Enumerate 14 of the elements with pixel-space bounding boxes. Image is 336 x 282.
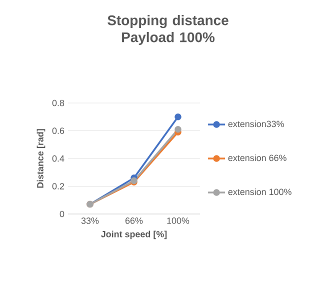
legend-label: extension 66% (228, 154, 286, 162)
x-tick-label: 33% (81, 218, 99, 224)
legend-label: extension33% (228, 120, 284, 128)
y-tick-label: 0.2 (52, 183, 64, 190)
y-tick-label: 0.8 (52, 100, 64, 106)
y-tick-label: 0 (60, 210, 64, 218)
y-tick-label: 0.4 (52, 155, 64, 162)
legend-label: extension 100% (228, 188, 292, 196)
x-tick-label: 100% (167, 218, 190, 224)
x-tick-label: 66% (125, 218, 143, 224)
x-axis-title: Joint speed [%] (101, 230, 167, 240)
y-tick-label: 0.6 (52, 128, 64, 134)
y-axis-title: Distance [rad] (36, 129, 46, 188)
chart-title: Stopping distance Payload 100% (108, 15, 228, 45)
